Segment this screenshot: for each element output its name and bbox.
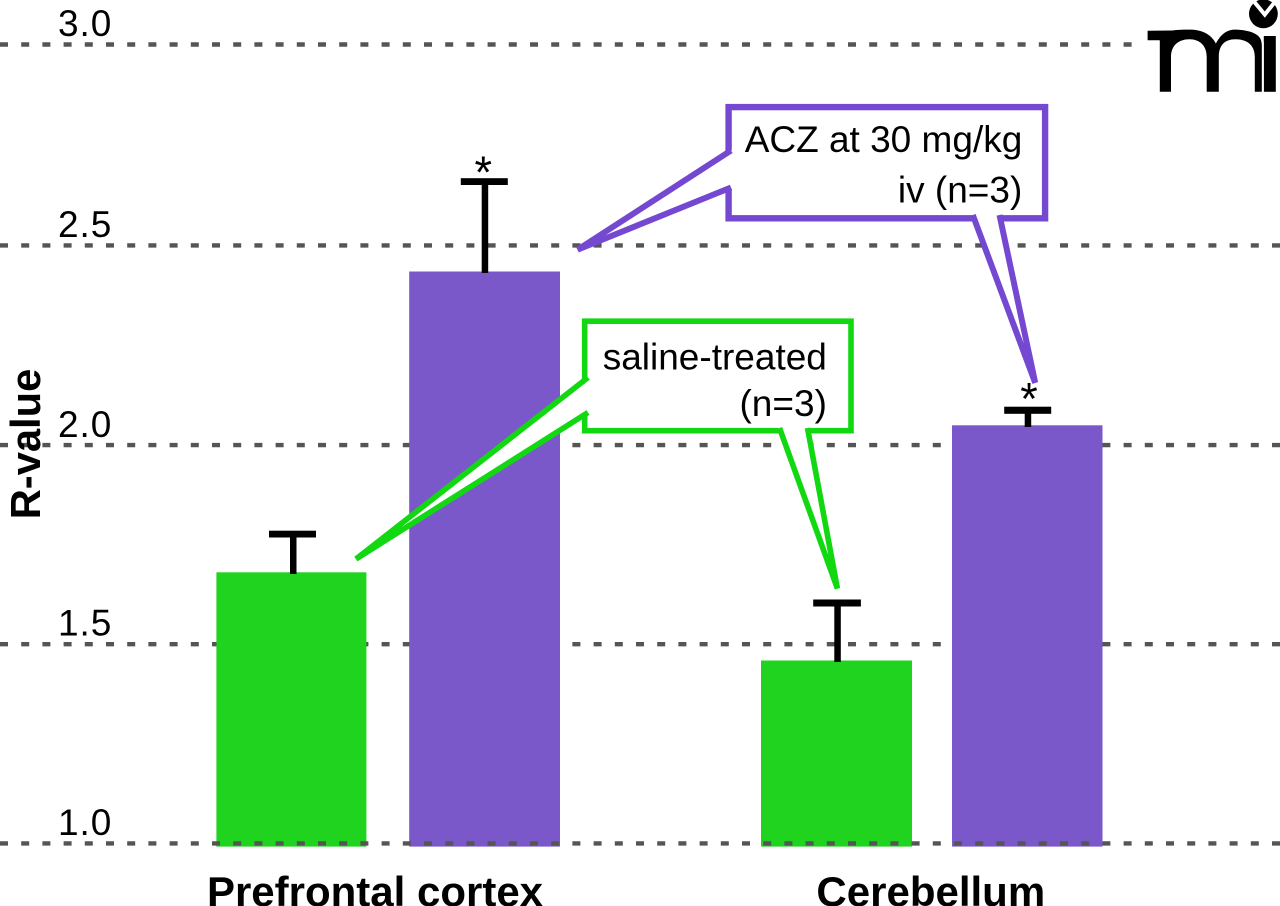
svg-text:(n=3): (n=3)	[739, 383, 826, 424]
svg-text:iv (n=3): iv (n=3)	[898, 170, 1022, 211]
svg-text:1.0: 1.0	[58, 802, 112, 843]
svg-text:2.0: 2.0	[58, 404, 112, 445]
svg-text:Prefrontal cortex: Prefrontal cortex	[207, 868, 544, 906]
svg-text:3.0: 3.0	[58, 3, 112, 44]
svg-text:*: *	[475, 147, 493, 198]
svg-text:*: *	[1020, 373, 1038, 424]
svg-text:2.5: 2.5	[58, 204, 112, 245]
svg-text:R-value: R-value	[2, 369, 49, 520]
svg-text:ACZ at 30 mg/kg: ACZ at 30 mg/kg	[745, 119, 1023, 160]
svg-text:1.5: 1.5	[58, 603, 112, 644]
svg-text:saline-treated: saline-treated	[603, 336, 827, 377]
svg-text:Cerebellum: Cerebellum	[816, 868, 1045, 906]
